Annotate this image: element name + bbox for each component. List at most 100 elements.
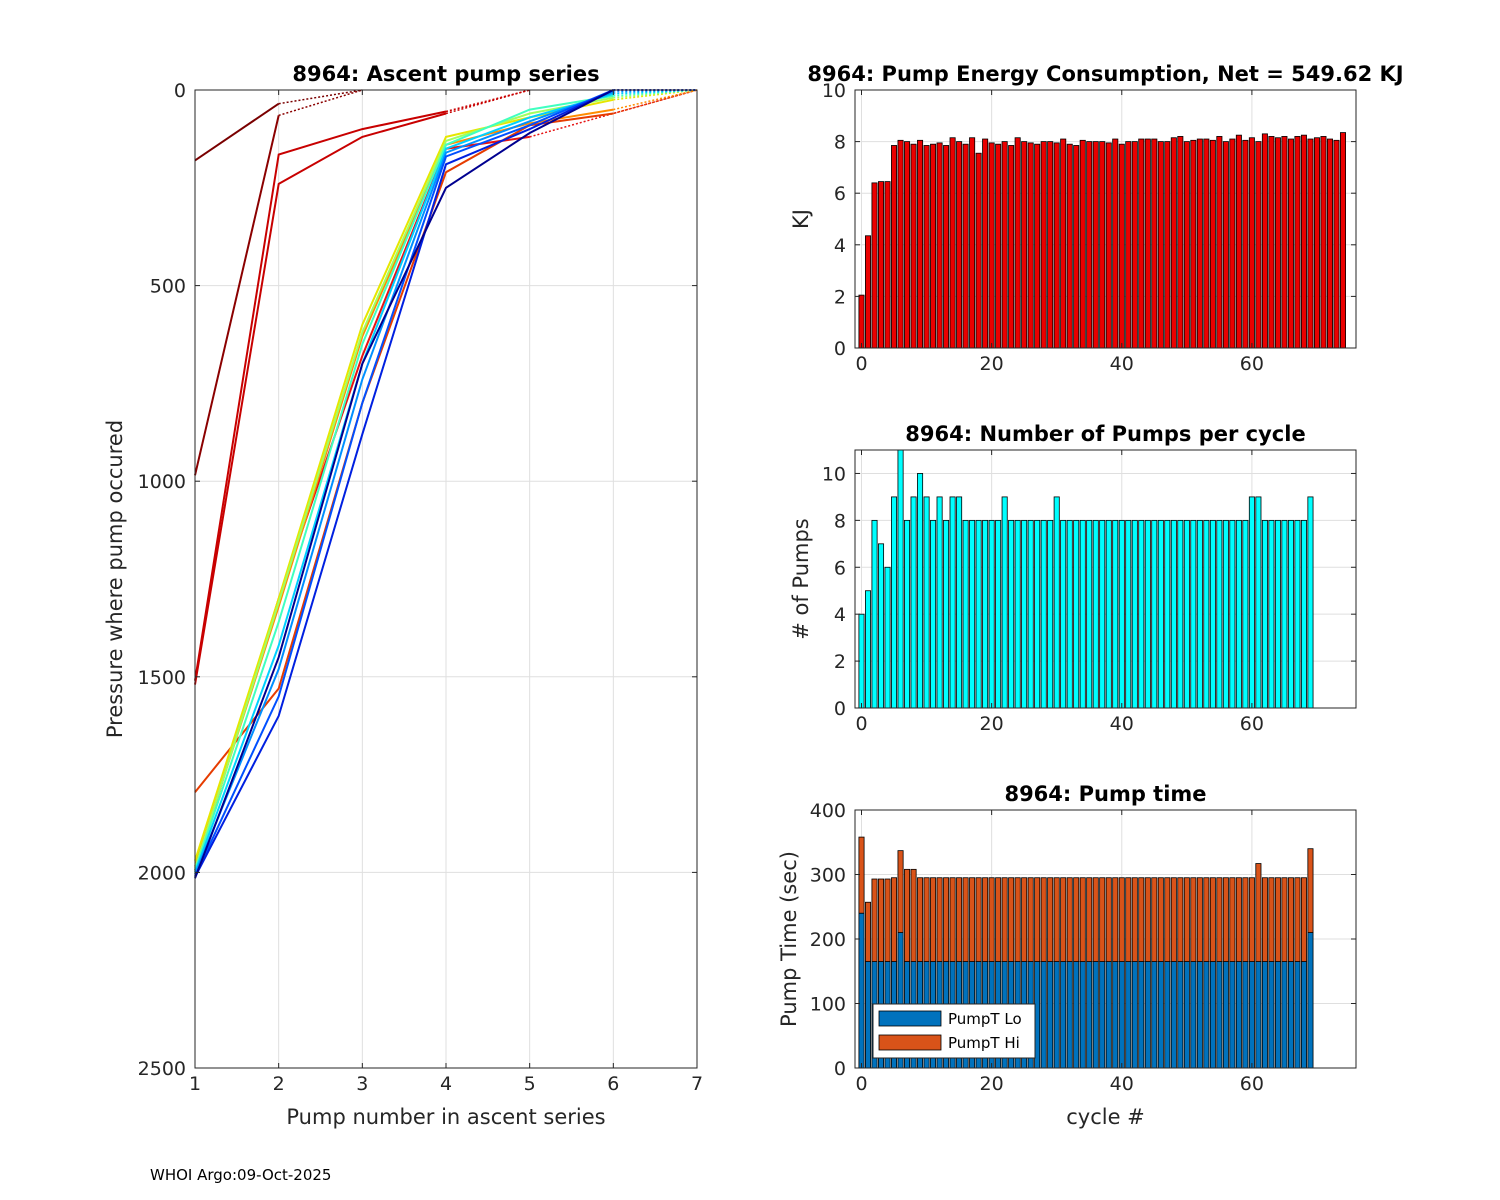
x-tick-label: 20 [980, 353, 1004, 375]
bar-44 [1144, 138, 1151, 349]
chart-title: 8964: Pump time [1004, 782, 1206, 806]
bar-pumpt-hi-8 [910, 868, 917, 962]
bar-pumpt-lo-30 [1053, 961, 1060, 1069]
bar-pumpt-hi-41 [1125, 877, 1132, 962]
bar-pumpt-lo-52 [1196, 961, 1203, 1069]
bar-41 [1125, 141, 1132, 349]
bar-62 [1261, 519, 1268, 709]
bar-pumpt-hi-9 [917, 877, 924, 962]
bar-pumpt-hi-57 [1229, 877, 1236, 962]
bar-39 [1112, 519, 1119, 709]
bar-pumpt-hi-17 [969, 877, 976, 962]
bar-21 [995, 519, 1002, 709]
bar-31 [1060, 519, 1067, 709]
bar-15 [956, 141, 963, 349]
bar-17 [969, 137, 976, 349]
bar-pumpt-hi-32 [1066, 877, 1073, 962]
bar-pumpt-hi-35 [1086, 877, 1093, 962]
series-line-p11 [194, 92, 614, 873]
y-axis-label: # of Pumps [789, 518, 813, 640]
bar-5 [891, 145, 898, 349]
bar-46 [1157, 141, 1164, 349]
bar-12 [936, 496, 943, 709]
y-tick-label: 400 [810, 800, 846, 822]
bar-pumpt-lo-48 [1170, 961, 1177, 1069]
x-tick-label: 60 [1240, 1073, 1264, 1095]
y-tick-label: 6 [834, 557, 846, 579]
bar-46 [1157, 519, 1164, 709]
x-tick-label: 4 [440, 1073, 452, 1095]
bar-0 [858, 294, 865, 349]
bar-pumpt-hi-45 [1151, 877, 1158, 962]
bar-pumpt-hi-25 [1021, 877, 1028, 962]
bar-pumpt-hi-2 [871, 878, 878, 962]
bar-pumpt-lo-41 [1125, 961, 1132, 1069]
bar-pumpt-hi-20 [988, 877, 995, 962]
bar-pumpt-hi-28 [1040, 877, 1047, 962]
axes-box [854, 89, 1357, 349]
y-axis-label: Pump Time (sec) [777, 851, 801, 1027]
bar-pumpt-lo-29 [1047, 961, 1054, 1069]
bar-pumpt-lo-43 [1138, 961, 1145, 1069]
bar-65 [1281, 136, 1288, 349]
bar-2 [871, 519, 878, 709]
bar-pumpt-lo-51 [1190, 961, 1197, 1069]
bar-36 [1092, 141, 1099, 349]
bar-13 [943, 145, 950, 349]
bar-pumpt-hi-4 [884, 878, 891, 962]
bar-pumpt-lo-69 [1307, 932, 1314, 1069]
bar-pumpt-lo-31 [1060, 961, 1067, 1069]
bar-pumpt-lo-44 [1144, 961, 1151, 1069]
bar-pumpt-hi-68 [1300, 877, 1307, 962]
bar-pumpt-hi-38 [1105, 877, 1112, 962]
bar-pumpt-hi-11 [930, 877, 937, 962]
bar-26 [1027, 519, 1034, 709]
bar-pumpt-hi-27 [1034, 877, 1041, 962]
bar-1 [865, 590, 872, 709]
bar-74 [1339, 132, 1346, 349]
legend-swatch-0 [878, 1010, 942, 1027]
bar-pumpt-lo-39 [1112, 961, 1119, 1069]
bar-43 [1138, 519, 1145, 709]
y-axis-label: KJ [789, 209, 813, 229]
bar-pumpt-hi-24 [1014, 877, 1021, 962]
bar-pumpt-hi-5 [891, 877, 898, 962]
bar-pumpt-hi-61 [1255, 863, 1262, 962]
legend-swatch-1 [878, 1034, 942, 1051]
bar-32 [1066, 519, 1073, 709]
bar-53 [1203, 519, 1210, 709]
x-tick-label: 60 [1240, 713, 1264, 735]
bar-51 [1190, 139, 1197, 349]
x-tick-label: 0 [855, 1073, 867, 1095]
bar-48 [1170, 519, 1177, 709]
y-tick-label: 2000 [138, 862, 186, 884]
x-tick-label: 2 [273, 1073, 285, 1095]
bar-pumpt-hi-26 [1027, 877, 1034, 962]
bar-18 [975, 152, 982, 349]
bar-pumpt-lo-63 [1268, 961, 1275, 1069]
pump-time-chart: 0 20 40 60 0 100 200 300 400 8964: Pump time cycle… [777, 782, 1357, 1129]
x-tick-label: 1 [189, 1073, 201, 1095]
bar-pumpt-hi-55 [1216, 877, 1223, 962]
bar-42 [1131, 141, 1138, 349]
series-line-p15 [194, 89, 614, 879]
series-line-p14 [194, 89, 614, 878]
x-axis-label: cycle # [1066, 1105, 1145, 1129]
bar-pumpt-hi-64 [1274, 877, 1281, 962]
bar-pumpt-hi-63 [1268, 877, 1275, 962]
bar-pumpt-hi-60 [1248, 877, 1255, 962]
bar-pumpt-hi-6 [897, 850, 904, 933]
bar-64 [1274, 137, 1281, 349]
bar-11 [930, 519, 937, 709]
y-tick-label: 0 [834, 338, 846, 360]
bar-pumpt-lo-58 [1235, 961, 1242, 1069]
y-tick-label: 8 [834, 132, 846, 154]
bar-54 [1209, 139, 1216, 349]
bar-3 [878, 181, 885, 349]
bar-37 [1099, 141, 1106, 349]
bar-36 [1092, 519, 1099, 709]
bar-20 [988, 519, 995, 709]
bar-31 [1060, 138, 1067, 349]
bar-64 [1274, 519, 1281, 709]
